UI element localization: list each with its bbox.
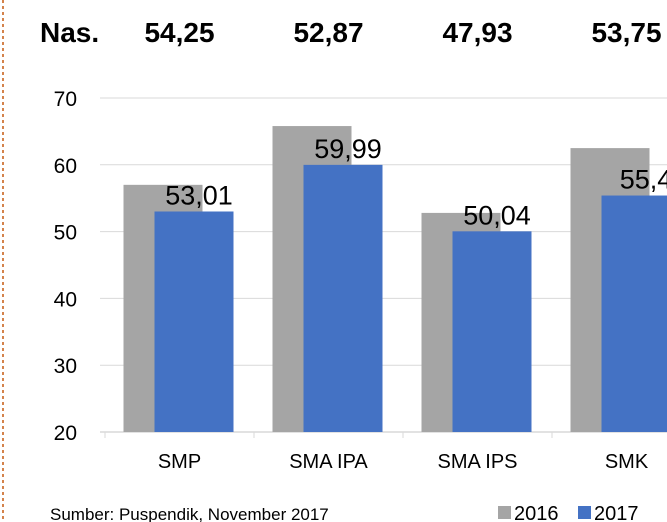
value-label: 53,01 <box>165 180 233 210</box>
value-label: 55,4 <box>620 165 667 195</box>
legend-label: 2016 <box>514 503 559 522</box>
bar <box>303 164 383 432</box>
legend-swatch <box>498 506 511 519</box>
annotation-value: 47,93 <box>442 17 512 48</box>
y-tick-label: 40 <box>54 288 77 311</box>
legend-label: 2017 <box>594 503 639 522</box>
y-tick-label: 50 <box>54 222 77 245</box>
bar <box>452 231 532 432</box>
y-tick-label: 30 <box>54 355 77 378</box>
y-tick-label: 60 <box>54 155 77 178</box>
y-tick-label: 20 <box>54 422 77 445</box>
annotation-value: 53,75 <box>591 17 661 48</box>
x-tick-label: SMA IPS <box>437 451 517 473</box>
bar <box>601 195 667 432</box>
bar <box>154 211 234 432</box>
annotation-label: Nas. <box>40 17 99 48</box>
source: Sumber: Puspendik, November 2017 <box>50 505 329 522</box>
x-tick-label: SMK <box>605 451 649 473</box>
y-tick-label: 70 <box>54 88 77 111</box>
legend-swatch <box>578 506 591 519</box>
annotation-value: 52,87 <box>293 17 363 48</box>
annotation-value: 54,25 <box>144 17 214 48</box>
value-label: 59,99 <box>314 134 382 164</box>
x-tick-label: SMA IPA <box>289 451 368 473</box>
x-tick-label: SMP <box>158 451 201 473</box>
value-label: 50,04 <box>463 200 531 230</box>
